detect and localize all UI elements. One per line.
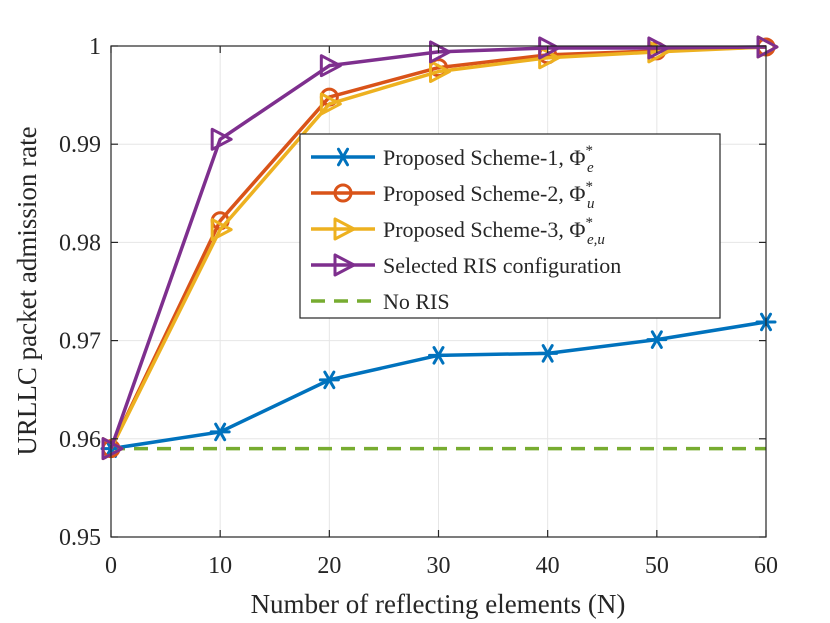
asterisk-marker — [209, 422, 231, 442]
asterisk-marker — [646, 330, 668, 349]
triangle-marker — [538, 36, 561, 60]
legend-entry: Proposed Scheme-1, Φ* e — [311, 143, 594, 176]
x-tick-label: 50 — [645, 553, 669, 579]
legend-entry: Proposed Scheme-2, Φ* u — [311, 179, 594, 212]
triangle-marker — [333, 253, 356, 277]
triangle-marker — [333, 217, 356, 241]
triangle-marker — [756, 35, 779, 59]
legend-label: Proposed Scheme-3, Φ* e,u — [383, 215, 605, 248]
triangle-marker — [210, 218, 233, 242]
triangle-marker — [319, 54, 342, 78]
x-tick-label: 40 — [536, 553, 560, 579]
triangle-marker — [210, 127, 233, 151]
y-tick-label: 0.97 — [59, 329, 101, 355]
asterisk-marker — [428, 346, 449, 365]
x-tick-label: 30 — [427, 553, 451, 579]
legend-entry: Proposed Scheme-3, Φ* e,u — [311, 215, 605, 248]
y-tick-label: 1 — [89, 34, 101, 60]
legend-entry: Selected RIS configuration — [311, 253, 621, 278]
triangle-marker — [647, 36, 670, 60]
triangle-marker — [429, 60, 451, 84]
legend-label: Proposed Scheme-1, Φ* e — [383, 143, 594, 176]
circle-marker — [333, 183, 353, 203]
y-tick-label: 0.96 — [59, 427, 101, 453]
ticks: 0 10 20 30 40 50 60 0.95 0.96 0.97 0.98 0.99 1 — [59, 34, 778, 579]
x-axis-label: Number of reflecting elements (N) — [251, 589, 626, 619]
x-tick-label: 10 — [208, 553, 232, 579]
legend-label: Selected RIS configuration — [383, 253, 621, 278]
asterisk-marker — [332, 147, 354, 167]
legend-label: Proposed Scheme-2, Φ* u — [383, 179, 594, 212]
triangle-marker — [319, 92, 342, 116]
y-axis-label: URLLC packet admission rate — [12, 126, 42, 455]
triangle-marker — [429, 40, 451, 64]
legend-label: No RIS — [383, 289, 450, 314]
asterisk-marker — [537, 344, 559, 363]
legend-box — [299, 133, 721, 319]
x-tick-label: 60 — [754, 553, 778, 579]
asterisk-marker — [318, 370, 340, 390]
legend-entry: No RIS — [311, 289, 450, 314]
y-tick-label: 0.98 — [59, 230, 101, 256]
x-tick-label: 0 — [105, 553, 117, 579]
triangle-marker — [101, 437, 124, 461]
x-tick-label: 20 — [317, 553, 341, 579]
y-tick-label: 0.95 — [59, 525, 101, 551]
y-tick-label: 0.99 — [59, 132, 101, 158]
